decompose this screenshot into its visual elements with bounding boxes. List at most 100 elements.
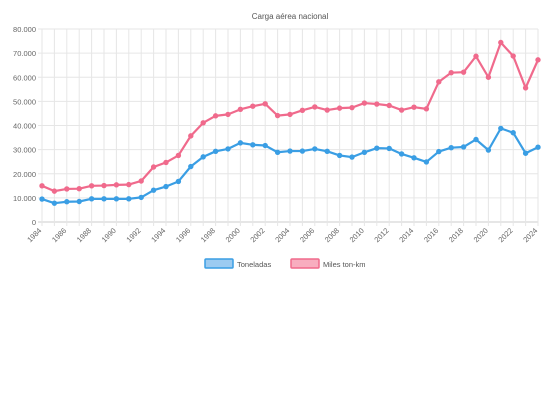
data-point[interactable] (498, 39, 504, 46)
legend-item[interactable]: Miles ton-km (290, 258, 366, 269)
data-point[interactable] (113, 196, 120, 202)
data-point[interactable] (349, 154, 355, 160)
data-point[interactable] (188, 163, 194, 170)
data-point[interactable] (411, 104, 417, 110)
data-point[interactable] (126, 196, 132, 202)
data-point[interactable] (423, 106, 430, 112)
legend-item[interactable]: Toneladas (204, 258, 271, 269)
data-point[interactable] (510, 130, 516, 136)
data-point[interactable] (522, 150, 529, 156)
data-point[interactable] (250, 142, 256, 148)
data-point[interactable] (163, 183, 169, 190)
data-point[interactable] (225, 146, 231, 152)
x-tick-label: 2008 (323, 226, 341, 244)
data-point[interactable] (498, 125, 504, 132)
data-point[interactable] (398, 151, 405, 157)
data-point[interactable] (150, 164, 157, 170)
data-point[interactable] (473, 136, 479, 143)
data-point[interactable] (250, 103, 256, 109)
data-point[interactable] (361, 149, 368, 155)
data-point[interactable] (460, 144, 467, 150)
data-point[interactable] (312, 104, 318, 110)
data-point[interactable] (349, 104, 355, 111)
data-point[interactable] (212, 113, 219, 119)
data-point[interactable] (150, 187, 157, 193)
data-point[interactable] (299, 107, 306, 114)
data-point[interactable] (324, 107, 330, 113)
data-point[interactable] (535, 57, 541, 63)
x-tick-label: 1990 (100, 226, 118, 244)
data-point[interactable] (386, 102, 392, 109)
data-point[interactable] (39, 183, 45, 189)
data-point[interactable] (460, 69, 467, 75)
x-tick-label: 2020 (472, 226, 490, 244)
series-2 (39, 39, 541, 194)
data-point[interactable] (473, 53, 479, 59)
y-tick-label: 20.000 (13, 170, 36, 179)
data-point[interactable] (163, 159, 169, 166)
data-point[interactable] (336, 105, 343, 111)
data-point[interactable] (200, 154, 206, 160)
data-point[interactable] (312, 146, 318, 152)
x-tick-label: 1996 (174, 226, 192, 244)
data-point[interactable] (448, 69, 454, 76)
data-point[interactable] (522, 85, 529, 91)
data-point[interactable] (51, 188, 58, 194)
data-point[interactable] (374, 145, 380, 151)
data-point[interactable] (262, 142, 268, 149)
data-point[interactable] (423, 159, 430, 165)
data-point[interactable] (88, 196, 95, 202)
data-point[interactable] (398, 107, 405, 113)
data-point[interactable] (287, 148, 293, 154)
data-point[interactable] (336, 152, 343, 159)
data-point[interactable] (76, 186, 82, 192)
data-point[interactable] (113, 182, 120, 188)
data-point[interactable] (88, 183, 95, 189)
data-point[interactable] (237, 106, 244, 113)
data-point[interactable] (64, 199, 70, 205)
data-point[interactable] (237, 140, 244, 146)
data-point[interactable] (188, 133, 194, 139)
x-tick-label: 1988 (75, 226, 93, 244)
data-point[interactable] (274, 149, 281, 155)
data-point[interactable] (175, 178, 182, 185)
x-tick-label: 2018 (447, 226, 465, 244)
data-point[interactable] (51, 200, 58, 206)
data-point[interactable] (361, 100, 368, 106)
data-point[interactable] (76, 198, 82, 205)
data-point[interactable] (485, 147, 492, 153)
data-point[interactable] (64, 186, 70, 192)
data-point[interactable] (510, 53, 516, 59)
data-point[interactable] (485, 74, 492, 80)
data-point[interactable] (448, 144, 454, 151)
data-point[interactable] (324, 148, 330, 155)
data-point[interactable] (535, 144, 541, 150)
y-tick-label: 0 (32, 218, 36, 227)
data-point[interactable] (138, 194, 144, 201)
x-tick-label: 2022 (496, 226, 514, 244)
data-point[interactable] (39, 196, 45, 202)
data-point[interactable] (411, 155, 417, 161)
data-point[interactable] (436, 148, 442, 155)
data-point[interactable] (299, 148, 306, 154)
data-point[interactable] (225, 111, 231, 118)
data-point[interactable] (212, 148, 219, 155)
data-point[interactable] (386, 145, 392, 152)
x-tick-label: 1994 (149, 226, 167, 244)
y-tick-label: 30.000 (13, 146, 36, 155)
series-1 (39, 125, 541, 206)
data-point[interactable] (287, 111, 293, 118)
legend-label: Toneladas (237, 260, 271, 269)
data-point[interactable] (274, 112, 281, 119)
data-point[interactable] (374, 101, 380, 107)
data-point[interactable] (101, 196, 107, 202)
data-point[interactable] (200, 120, 206, 126)
data-point[interactable] (138, 178, 144, 184)
data-point[interactable] (262, 101, 268, 107)
x-tick-label: 1984 (25, 226, 43, 244)
data-point[interactable] (101, 182, 107, 189)
data-point[interactable] (436, 79, 442, 85)
data-point[interactable] (126, 181, 132, 188)
data-point[interactable] (175, 152, 182, 159)
